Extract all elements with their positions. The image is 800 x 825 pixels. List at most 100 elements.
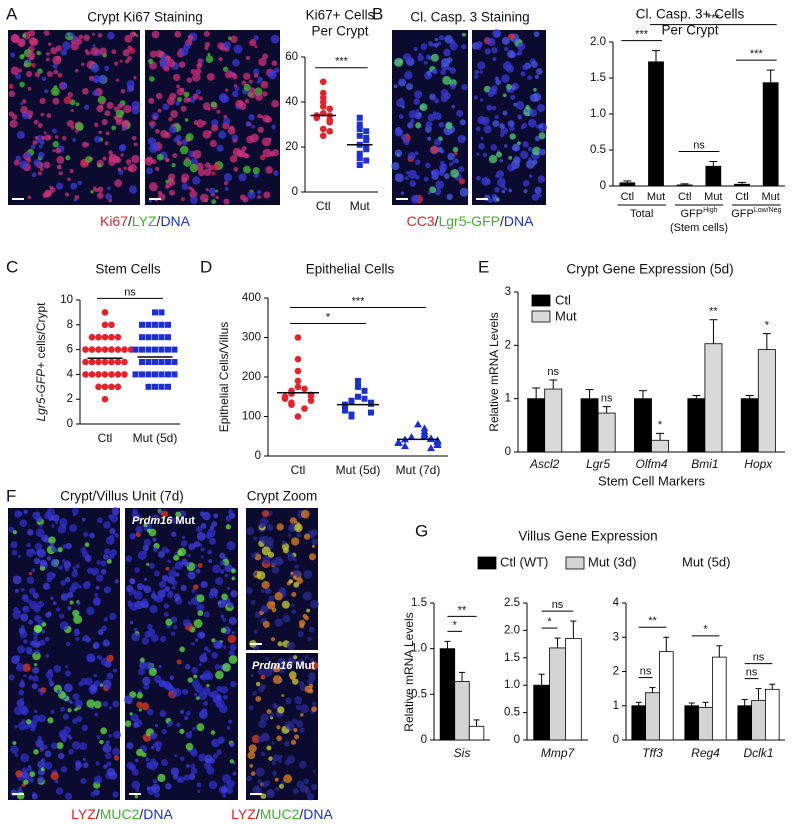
cell-signal bbox=[46, 571, 55, 580]
cell-signal bbox=[66, 641, 71, 646]
data-point bbox=[152, 321, 158, 328]
cell-signal bbox=[11, 549, 18, 556]
cell-signal bbox=[155, 166, 160, 171]
cell-signal bbox=[515, 100, 525, 110]
bar bbox=[751, 700, 766, 741]
cell-signal bbox=[257, 669, 261, 673]
cell-signal bbox=[524, 108, 529, 113]
cell-signal bbox=[196, 782, 202, 788]
data-point bbox=[114, 371, 122, 378]
cell-signal bbox=[98, 104, 104, 110]
cell-signal bbox=[67, 708, 72, 713]
cell-signal bbox=[458, 166, 465, 173]
cell-signal bbox=[303, 591, 312, 601]
cell-signal bbox=[209, 139, 218, 148]
cell-signal bbox=[222, 66, 229, 72]
cell-signal bbox=[168, 125, 177, 134]
x-tick-label: Ascl2 bbox=[529, 457, 560, 471]
cell-signal bbox=[174, 754, 178, 758]
cell-signal bbox=[219, 552, 226, 559]
cell-signal bbox=[211, 521, 218, 527]
cell-signal bbox=[33, 624, 42, 633]
cell-signal bbox=[26, 542, 31, 548]
group-label: Total bbox=[630, 208, 653, 220]
cell-signal bbox=[190, 763, 196, 769]
cell-signal bbox=[18, 689, 25, 696]
error-bar bbox=[709, 161, 718, 166]
cell-signal bbox=[501, 74, 510, 83]
data-point bbox=[301, 405, 308, 412]
cell-signal bbox=[199, 674, 204, 679]
cell-signal bbox=[56, 156, 65, 164]
data-point bbox=[281, 395, 289, 403]
cell-signal bbox=[26, 648, 33, 655]
cell-signal bbox=[492, 56, 497, 62]
cell-signal bbox=[173, 774, 179, 780]
cell-signal bbox=[87, 654, 96, 663]
cell-signal bbox=[433, 42, 439, 48]
data-point bbox=[101, 346, 109, 353]
cell-signal bbox=[20, 105, 28, 114]
cell-signal bbox=[483, 125, 492, 134]
data-point bbox=[363, 146, 370, 153]
data-point bbox=[355, 393, 361, 400]
micrograph bbox=[246, 508, 318, 650]
cell-signal bbox=[100, 560, 107, 567]
sig-label: ns bbox=[753, 652, 765, 664]
y-tick-label: 20 bbox=[285, 141, 298, 153]
cell-signal bbox=[274, 67, 280, 73]
cell-signal bbox=[264, 587, 272, 594]
data-point bbox=[165, 383, 171, 390]
data-point bbox=[139, 371, 145, 378]
cell-signal bbox=[233, 84, 237, 88]
cell-signal bbox=[271, 60, 278, 67]
cell-signal bbox=[134, 514, 142, 522]
bar bbox=[631, 705, 647, 741]
cell-signal bbox=[395, 173, 400, 178]
cell-signal bbox=[152, 778, 158, 784]
data-point bbox=[356, 150, 363, 157]
cell-signal bbox=[148, 182, 158, 192]
cell-signal bbox=[434, 98, 440, 104]
cell-signal bbox=[480, 136, 484, 140]
cell-signal bbox=[200, 555, 204, 559]
bar bbox=[580, 398, 599, 453]
cell-signal bbox=[284, 759, 291, 766]
cell-signal bbox=[262, 555, 271, 565]
cell-signal bbox=[94, 135, 102, 143]
cell-signal bbox=[50, 742, 58, 750]
data-point bbox=[108, 321, 115, 329]
cell-signal bbox=[494, 114, 499, 120]
cell-signal bbox=[226, 541, 236, 551]
cell-signal bbox=[81, 62, 85, 66]
cell-signal bbox=[27, 195, 32, 200]
cell-signal bbox=[114, 755, 120, 761]
cell-signal bbox=[52, 601, 57, 605]
x-tick-label: Ctl bbox=[316, 199, 331, 213]
cell-signal bbox=[522, 179, 530, 187]
cell-signal bbox=[415, 159, 421, 165]
cell-signal bbox=[163, 603, 170, 609]
cell-signal bbox=[215, 670, 224, 680]
cell-signal bbox=[153, 570, 160, 577]
cell-signal bbox=[260, 713, 269, 722]
cell-signal bbox=[60, 49, 68, 56]
cell-signal bbox=[281, 600, 290, 609]
cell-signal bbox=[181, 197, 185, 202]
y-tick-label: 0 bbox=[255, 450, 261, 462]
cell-signal bbox=[456, 109, 464, 117]
cell-signal bbox=[223, 181, 229, 186]
data-point bbox=[139, 334, 145, 341]
cell-signal bbox=[117, 167, 122, 172]
cell-signal bbox=[149, 732, 157, 740]
cell-signal bbox=[111, 49, 117, 55]
bar bbox=[597, 412, 616, 453]
cell-signal bbox=[192, 176, 201, 185]
cell-signal bbox=[26, 71, 33, 78]
caption-part: LYZ bbox=[71, 806, 96, 822]
cell-signal bbox=[260, 589, 265, 593]
bar bbox=[704, 343, 723, 453]
cell-signal bbox=[92, 44, 96, 48]
cell-signal bbox=[222, 694, 229, 701]
cell-signal bbox=[396, 98, 405, 108]
